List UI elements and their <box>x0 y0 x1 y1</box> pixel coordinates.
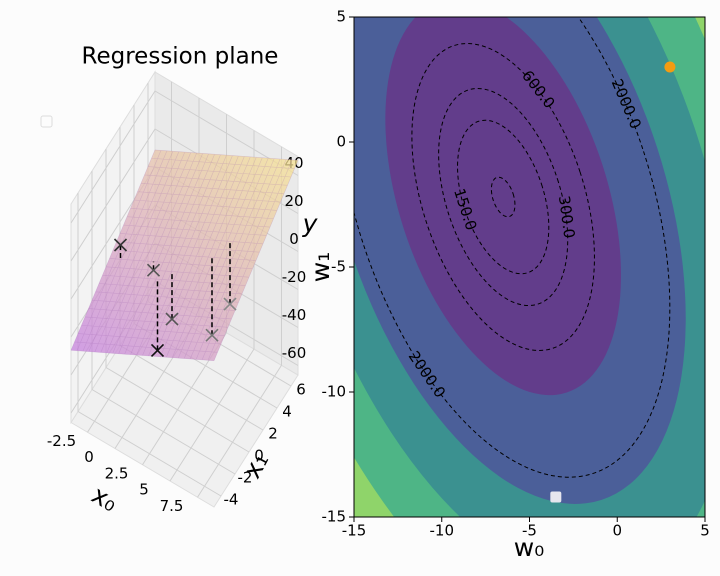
y-tick-label: -40 <box>282 306 307 324</box>
y-tick-label: -5 <box>331 258 346 276</box>
data-point <box>150 343 165 357</box>
data-point <box>223 297 237 311</box>
regression-plane <box>71 149 298 361</box>
data-point <box>146 263 161 277</box>
contour-line <box>354 17 671 478</box>
y-tick-label: 20 <box>284 192 303 210</box>
marker <box>550 491 562 503</box>
y-tick-label: -10 <box>322 383 347 401</box>
y-tick-label: 5 <box>336 8 346 26</box>
data-point <box>165 312 179 326</box>
x0-tick-label: 7.5 <box>160 497 184 515</box>
x1-tick-label: 4 <box>282 403 292 421</box>
x1-tick-label: -2 <box>238 469 253 487</box>
x-tick-label: -5 <box>522 522 537 540</box>
grid-line <box>105 149 250 453</box>
chart-title: Regression plane <box>82 44 279 70</box>
x-tick-label: -10 <box>430 522 455 540</box>
x-tick-label: -15 <box>342 522 367 540</box>
x1-tick-label: 2 <box>268 425 278 443</box>
x1-tick-label: 6 <box>296 381 306 399</box>
x1-tick-label: 0 <box>254 447 264 465</box>
empty-legend <box>40 115 53 128</box>
y-tick-label: -20 <box>282 268 307 286</box>
y-axis-label: y <box>302 209 319 238</box>
contour-line <box>411 43 595 351</box>
grid-line <box>70 90 299 224</box>
data-point <box>205 328 219 342</box>
contour-line <box>457 119 550 275</box>
contour-line <box>438 87 569 307</box>
y-tick-label: -60 <box>282 344 307 362</box>
y-tick-label: 0 <box>336 133 346 151</box>
y-tick-label: -15 <box>322 508 347 526</box>
x0-tick-label: 5 <box>139 481 149 499</box>
grid-line <box>77 193 222 497</box>
x-tick-label: 0 <box>612 522 622 540</box>
grid-line <box>91 171 236 475</box>
x1-tick-label: -4 <box>224 491 239 509</box>
grid-line <box>197 146 282 498</box>
w1-axis-label: w₁ <box>306 252 335 282</box>
w0-axis-label: w₀ <box>514 533 544 562</box>
y-tick-label: 0 <box>289 230 299 248</box>
contour-label: 300.0 <box>555 194 578 239</box>
marker <box>664 61 676 73</box>
x0-tick-label: -2.5 <box>47 432 76 450</box>
fill-region <box>385 17 622 396</box>
plane-mesh <box>70 149 299 361</box>
data-point <box>113 238 128 252</box>
x0-tick-label: 0 <box>84 448 94 466</box>
x-tick-label: 5 <box>700 522 710 540</box>
x0-tick-label: 2.5 <box>105 464 129 482</box>
contour-line <box>490 176 516 218</box>
